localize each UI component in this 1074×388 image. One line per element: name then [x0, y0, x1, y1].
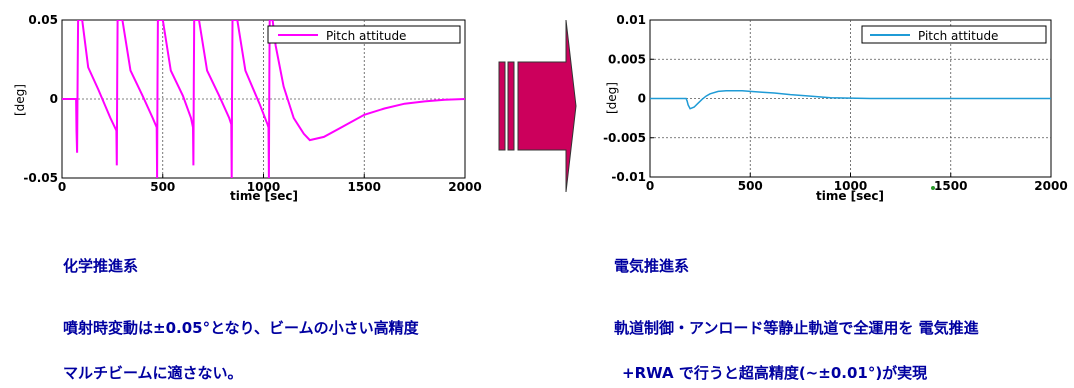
legend-box-right	[861, 25, 1047, 44]
x-tick-label: 1000	[247, 180, 280, 194]
caption-left-title: 化学推進系	[63, 257, 139, 275]
x-tick-label: 0	[646, 179, 654, 193]
x-tick-label: 1500	[934, 179, 967, 193]
caption-right-line1: 軌道制御・アンロード等静止軌道で全運用を 電気推進	[614, 319, 979, 337]
chart-electric-propulsion: 0 500 1000 1500 2000 0.01 0.005 0 -0.005 -0.01 [d…	[603, 13, 1068, 203]
y-tick-label: 0	[638, 92, 646, 106]
arrow-tail-bar-2	[507, 61, 515, 151]
x-tick-label: 2000	[448, 180, 481, 194]
y-tick-label: -0.005	[603, 131, 646, 145]
y-tick-label: 0.01	[616, 13, 646, 27]
grid-left	[62, 20, 465, 178]
arrow-tail-bar-1	[498, 61, 506, 151]
ticks-right: 0 500 1000 1500 2000 0.01 0.005 0 -0.005 -0.01	[603, 13, 1068, 193]
series-pitch-attitude-left	[62, 20, 465, 178]
y-tick-label: 0.005	[608, 52, 646, 66]
transition-arrow	[498, 19, 577, 193]
caption-left-line1: 噴射時変動は±0.05°となり、ビームの小さい高精度	[63, 319, 419, 337]
x-tick-label: 2000	[1034, 179, 1067, 193]
arrow-head	[517, 19, 577, 193]
x-tick-label: 0	[58, 180, 66, 194]
caption-right-line2: +RWA で行うと超高精度(~±0.01°)が実現	[622, 364, 928, 382]
caption-left-line2: マルチビームに適さない。	[63, 364, 243, 382]
x-tick-label: 500	[738, 179, 763, 193]
x-axis-label-right: time [sec]	[816, 189, 884, 203]
legend-right: Pitch attitude	[861, 25, 1047, 44]
legend-left: Pitch attitude	[267, 25, 461, 44]
x-tick-label: 500	[150, 180, 175, 194]
legend-label-left: Pitch attitude	[326, 29, 406, 43]
y-tick-label: 0.05	[28, 13, 58, 27]
legend-label-right: Pitch attitude	[918, 29, 998, 43]
y-tick-label: -0.05	[23, 171, 58, 185]
x-axis-label-left: time [sec]	[230, 189, 298, 203]
y-axis-label-right: [deg]	[605, 82, 619, 114]
x-tick-label: 1500	[348, 180, 381, 194]
y-tick-label: 0	[50, 92, 58, 106]
y-tick-label: -0.01	[611, 170, 646, 184]
x-tick-label: 1000	[834, 179, 867, 193]
legend-box-left	[267, 25, 461, 44]
caption-right-title: 電気推進系	[614, 257, 690, 275]
stray-marker	[931, 186, 935, 190]
series-pitch-attitude-right	[650, 89, 1051, 110]
y-axis-label-left: [deg]	[13, 84, 27, 116]
